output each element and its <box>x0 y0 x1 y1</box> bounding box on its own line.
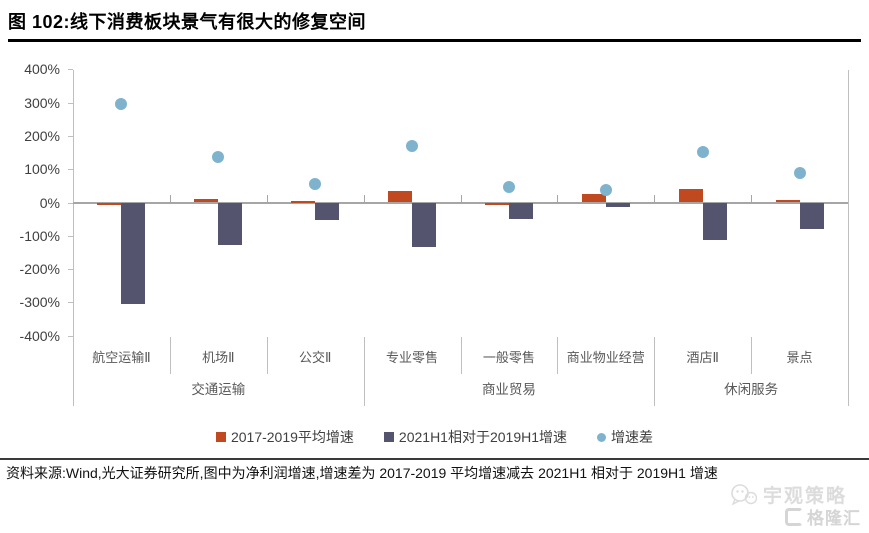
bar-avg-growth-2017-2019 <box>581 194 606 203</box>
watermark-gelonghui: 格隆汇 <box>785 504 861 529</box>
bar-growth-2021h1-vs-2019h1 <box>412 202 437 248</box>
dot-growth-gap <box>696 145 709 158</box>
category-label: 航空运输Ⅱ <box>92 350 151 365</box>
category-label: 景点 <box>786 350 813 365</box>
plot-right-border <box>848 70 849 406</box>
category-separator <box>557 337 559 374</box>
y-tick-label: -300% <box>19 294 60 311</box>
legend-label: 2017-2019平均增速 <box>230 429 354 445</box>
y-tick-mark <box>68 135 73 137</box>
dot-growth-gap <box>115 97 128 110</box>
bar-growth-2021h1-vs-2019h1 <box>315 202 340 221</box>
zero-axis-tick <box>460 194 462 204</box>
watermark-strategy: 宇观策略 <box>731 481 847 508</box>
legend-label: 2021H1相对于2019H1增速 <box>398 429 568 445</box>
category-separator <box>751 337 753 374</box>
legend-item: 增速差 <box>597 427 653 447</box>
legend-item: 2021H1相对于2019H1增速 <box>383 427 568 447</box>
category-label: 酒店Ⅱ <box>686 350 719 365</box>
bar-avg-growth-2017-2019 <box>97 202 122 206</box>
chart-plot-area: 400% 300% 200% 100% 0% -100% -200% -300% -400% 航空… <box>19 61 849 406</box>
zero-axis-tick <box>557 194 559 204</box>
legend-label: 增速差 <box>611 429 654 445</box>
gelonghui-logo-icon <box>785 507 803 526</box>
zero-axis-tick <box>654 194 656 204</box>
y-tick-label: 300% <box>24 94 60 111</box>
dot-growth-gap <box>793 167 806 180</box>
bar-avg-growth-2017-2019 <box>678 189 703 203</box>
category-label: 机场Ⅱ <box>202 350 235 365</box>
group-label: 休闲服务 <box>724 382 779 397</box>
category-separator <box>460 337 462 374</box>
y-axis-line <box>73 70 74 406</box>
bar-growth-2021h1-vs-2019h1 <box>121 202 146 304</box>
zero-axis-tick <box>169 194 171 204</box>
source-note: 资料来源:Wind,光大证券研究所,图中为净利润增速,增速差为 2017-201… <box>6 465 718 481</box>
y-tick-label: -400% <box>19 327 60 344</box>
category-label: 公交Ⅱ <box>298 350 332 365</box>
watermark-gelonghui-text: 格隆汇 <box>807 509 861 528</box>
y-tick-mark <box>68 102 73 104</box>
bar-avg-growth-2017-2019 <box>484 202 509 205</box>
y-tick-mark <box>68 169 73 171</box>
y-tick-label: -100% <box>19 227 60 244</box>
y-tick-label: -200% <box>19 261 60 278</box>
group-separator <box>363 337 365 406</box>
category-separator <box>266 337 268 374</box>
chat-bubbles-icon <box>731 483 757 505</box>
footer-divider <box>0 458 869 460</box>
dot-growth-gap <box>309 177 322 190</box>
bar-growth-2021h1-vs-2019h1 <box>605 202 630 207</box>
bar-growth-2021h1-vs-2019h1 <box>508 202 533 220</box>
y-tick-mark <box>68 302 73 304</box>
bar-growth-2021h1-vs-2019h1 <box>702 202 727 240</box>
chart-figure-title: 图 102:线下消费板块景气有很大的修复空间 <box>8 12 367 32</box>
bar-avg-growth-2017-2019 <box>775 199 800 203</box>
y-tick-label: 200% <box>24 127 60 144</box>
y-tick-mark <box>68 202 73 204</box>
group-label: 商业贸易 <box>481 382 536 397</box>
dot-growth-gap <box>599 183 612 196</box>
legend-square-marker-icon <box>215 432 226 442</box>
y-tick-mark <box>68 269 73 271</box>
watermark-strategy-text: 宇观策略 <box>762 486 847 507</box>
zero-axis-tick <box>266 194 268 204</box>
zero-axis-tick <box>751 194 753 204</box>
bar-growth-2021h1-vs-2019h1 <box>218 202 243 245</box>
zero-axis-tick <box>363 194 365 204</box>
group-separator <box>654 337 656 406</box>
bar-avg-growth-2017-2019 <box>388 190 413 203</box>
y-tick-mark <box>68 335 73 337</box>
dot-growth-gap <box>212 150 225 163</box>
y-tick-label: 400% <box>24 61 60 78</box>
bar-avg-growth-2017-2019 <box>291 201 316 204</box>
dot-growth-gap <box>502 180 515 193</box>
category-label: 一般零售 <box>482 350 535 365</box>
legend-square-marker-icon <box>383 432 394 442</box>
y-tick-mark <box>68 69 73 71</box>
group-label: 交通运输 <box>191 382 246 397</box>
dot-growth-gap <box>406 139 419 152</box>
y-tick-label: 0% <box>39 194 60 211</box>
chart-legend: 2017-2019平均增速 2021H1相对于2019H1增速 增速差 <box>0 427 869 447</box>
category-label: 商业物业经营 <box>566 350 645 365</box>
header-divider <box>8 39 861 42</box>
legend-circle-marker-icon <box>597 432 607 442</box>
legend-item: 2017-2019平均增速 <box>215 427 354 447</box>
y-tick-label: 100% <box>24 161 60 178</box>
bar-growth-2021h1-vs-2019h1 <box>799 202 824 230</box>
y-tick-mark <box>68 235 73 237</box>
category-separator <box>169 337 171 374</box>
category-label: 专业零售 <box>386 350 439 365</box>
bar-avg-growth-2017-2019 <box>194 199 219 203</box>
